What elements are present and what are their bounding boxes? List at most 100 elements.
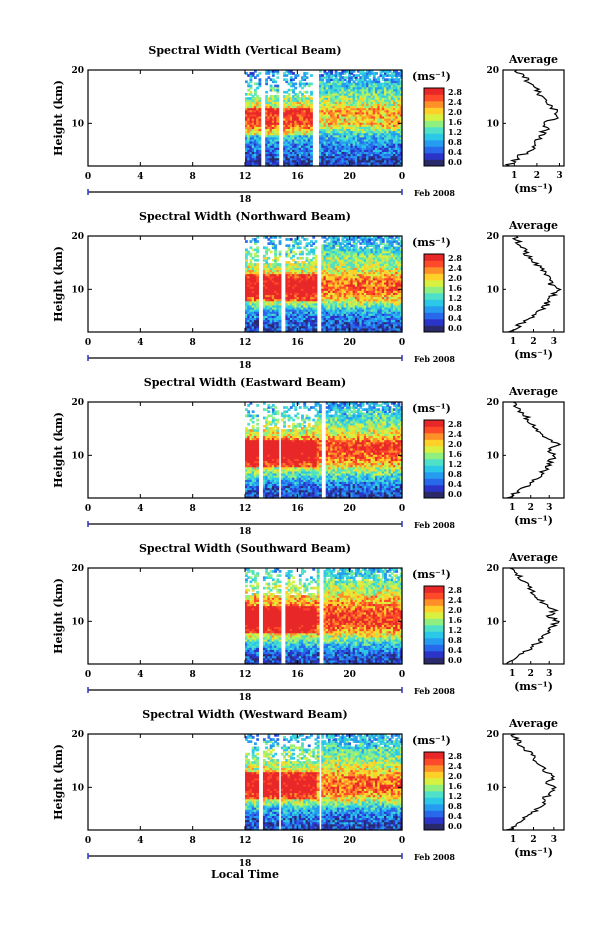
heatmap-cell [321,105,325,109]
heatmap-cell [301,113,304,117]
heatmap-cell [287,105,291,109]
heatmap-cell [325,72,329,75]
heatmap-cell [269,159,273,163]
heatmap-cell [294,136,298,140]
x-axis-label: Local Time [211,868,279,881]
heatmap-cell [296,101,300,104]
heatmap-cell [301,105,304,109]
heatmap-cell [287,70,291,73]
heatmap-cell [287,155,291,159]
heatmap-cell [323,86,327,90]
heatmap-cell [249,92,253,96]
heatmap-cell [296,95,300,98]
heatmap-cell [276,151,280,155]
heatmap-cell [339,88,343,92]
heatmap-cell [321,122,325,125]
heatmap-cell [294,107,298,111]
heatmap-cell [287,103,291,107]
heatmap-cell [253,132,257,136]
heatmap-cell [245,161,248,165]
heatmap-cell [285,128,289,132]
heatmap-cell [305,140,309,144]
heatmap-cell [249,163,253,167]
heatmap-cell [330,128,334,132]
colorbar-swatch [424,94,444,102]
heatmap-cell [269,136,273,140]
heatmap-cell [247,128,251,132]
heatmap-cell [339,155,343,159]
heatmap-cell [274,80,277,84]
heatmap-cell [269,126,273,130]
heatmap-cell [285,145,289,148]
heatmap-cell [292,149,295,152]
y-tick-label: 20 [71,66,84,76]
heatmap-cell [285,115,289,119]
heatmap-cell [323,109,327,113]
heatmap-cell [310,138,313,142]
heatmap-cell [327,78,331,82]
heatmap-cell [265,149,269,152]
heatmap-cell [339,128,343,132]
heatmap-cell [245,124,248,127]
heatmap-cell [245,136,248,140]
heatmap-cell [334,113,338,117]
colorbar-swatch [424,88,444,95]
heatmap-cell [245,145,248,148]
heatmap-cell [269,124,273,127]
heatmap-cell [310,97,313,100]
heatmap-cell [292,161,295,165]
heatmap-cell [298,126,302,130]
heatmap-cell [307,157,311,161]
heatmap-cell [292,130,295,134]
heatmap-cell [305,122,309,125]
heatmap-cell [334,157,338,161]
heatmap-cell [265,128,269,132]
heatmap-cell [258,72,262,75]
heatmap-cell [251,134,255,138]
heatmap-cell [310,136,313,140]
heatmap-cell [336,103,340,107]
heatmap-cell [285,136,289,140]
panel-1: Spectral Width (Vertical Beam)0 4 8 12 16 20 0… [52,44,565,205]
heatmap-cell [265,101,269,104]
heatmap-cell [319,159,322,163]
heatmap-cell [251,132,255,136]
heatmap-cell [323,161,327,165]
heatmap-cell [334,76,338,79]
heatmap-cell [271,136,275,140]
heatmap-cell [269,113,273,117]
heatmap-cell [296,97,300,100]
heatmap-cell [249,157,253,161]
heatmap-cell [319,70,322,73]
heatmap-cell [267,151,271,155]
heatmap-cell [305,76,309,79]
heatmap-cell [334,149,338,152]
heatmap-cell [251,140,255,144]
heatmap-cell [267,134,271,138]
heatmap-cell [323,122,327,125]
heatmap-cell [336,80,340,84]
heatmap-cell [303,163,307,167]
heatmap-cell [321,157,325,161]
heatmap-cell [332,155,336,159]
heatmap-cell [267,107,271,111]
heatmap-cell [265,157,269,161]
heatmap-cell [325,132,329,136]
heatmap-cell [307,147,311,150]
heatmap-cell [319,134,322,138]
heatmap-cell [256,115,260,119]
heatmap-cell [327,132,331,136]
heatmap-cell [294,111,298,115]
heatmap-cell [305,109,309,113]
heatmap-cell [251,72,255,75]
heatmap-cell [303,128,307,132]
heatmap-cell [327,95,331,98]
heatmap-cell [305,99,309,102]
average-y-tick-label: 10 [486,119,499,129]
heatmap-cell [332,149,336,152]
heatmap-cell [330,147,334,150]
heatmap-cell [276,120,280,123]
heatmap-cell [249,80,253,84]
heatmap-cell [303,140,307,144]
